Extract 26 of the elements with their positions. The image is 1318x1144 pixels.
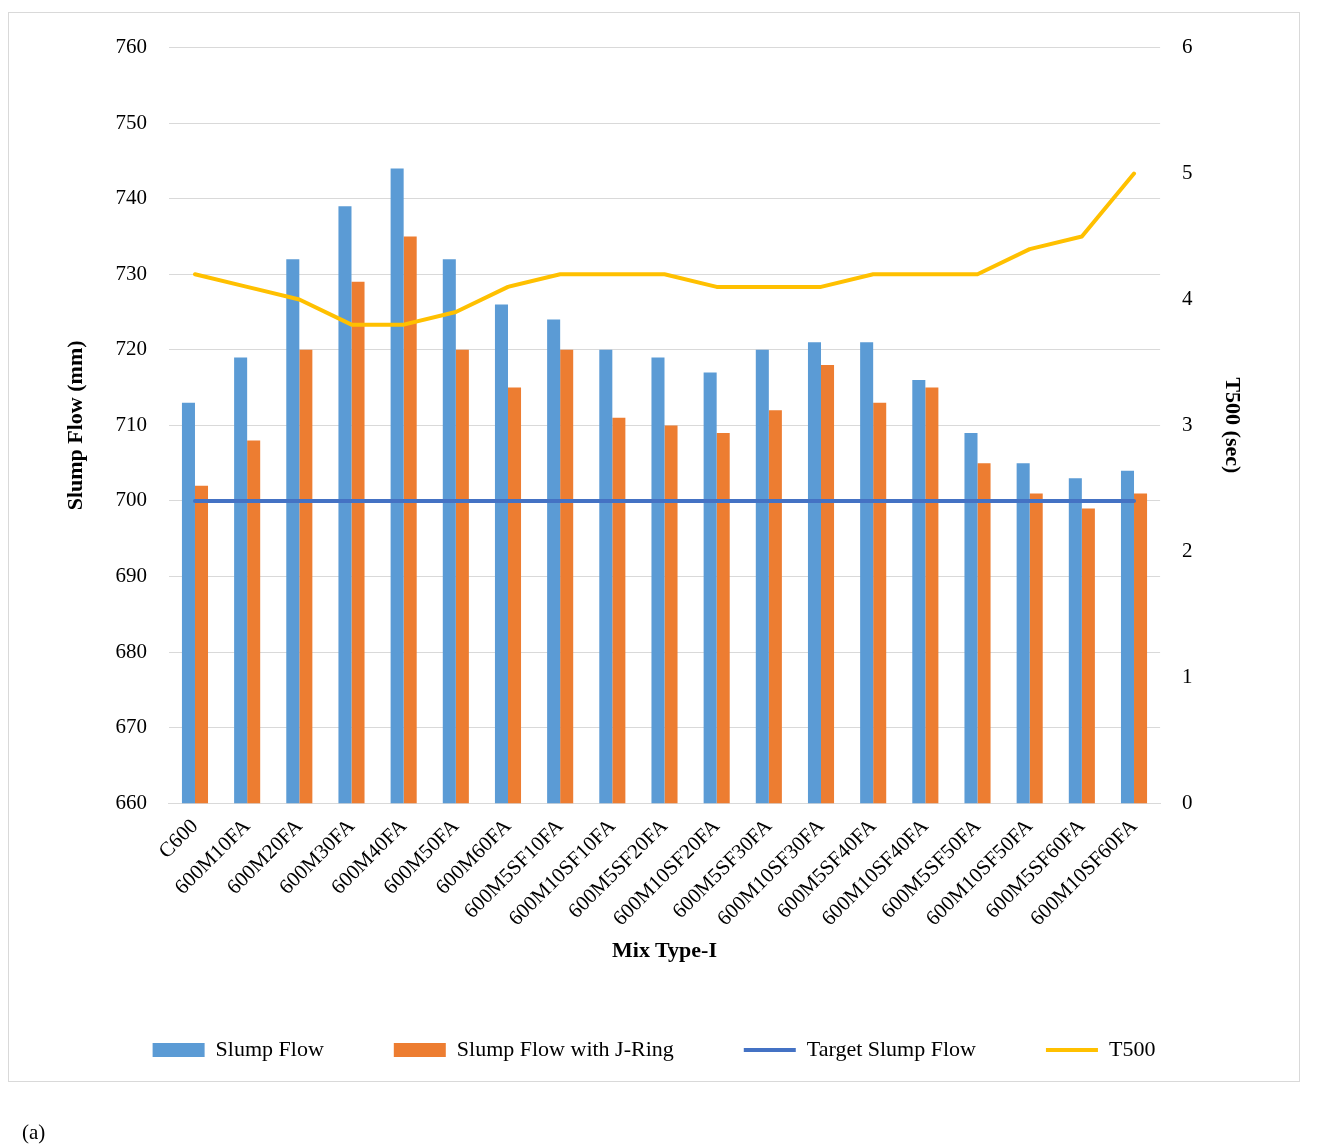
y-tick-label: 690 bbox=[115, 563, 147, 588]
legend-label: T500 bbox=[1108, 1035, 1156, 1061]
y2-tick-label: 2 bbox=[1182, 537, 1193, 562]
y-tick-label: 740 bbox=[115, 185, 147, 210]
y-tick-label: 700 bbox=[115, 487, 147, 512]
legend-label: Target Slump Flow bbox=[806, 1035, 977, 1061]
y-tick-label: 660 bbox=[115, 789, 147, 814]
y2-tick-label: 5 bbox=[1182, 160, 1193, 185]
x-axis-title: Mix Type-I bbox=[612, 937, 717, 963]
y2-tick-label: 3 bbox=[1182, 411, 1193, 436]
y2-tick-label: 4 bbox=[1182, 285, 1194, 310]
y-tick-label: 760 bbox=[115, 34, 147, 59]
y-axis-title: Slump Flow (mm) bbox=[61, 340, 87, 511]
y-tick-label: 720 bbox=[115, 336, 147, 361]
y-tick-label: 710 bbox=[115, 411, 147, 436]
y2-tick-label: 0 bbox=[1182, 789, 1193, 814]
y-tick-label: 730 bbox=[115, 260, 147, 285]
legend-label: Slump Flow with J-Ring bbox=[456, 1035, 674, 1061]
y-tick-label: 750 bbox=[115, 109, 147, 134]
y2-tick-label: 1 bbox=[1182, 663, 1193, 688]
y-tick-label: 670 bbox=[115, 714, 147, 739]
y2-axis-title: T500 (sec) bbox=[1221, 377, 1247, 474]
y2-tick-label: 6 bbox=[1182, 34, 1193, 59]
y-tick-label: 680 bbox=[115, 638, 147, 663]
text: (a) bbox=[22, 1120, 46, 1144]
legend-label: Slump Flow bbox=[215, 1035, 324, 1061]
